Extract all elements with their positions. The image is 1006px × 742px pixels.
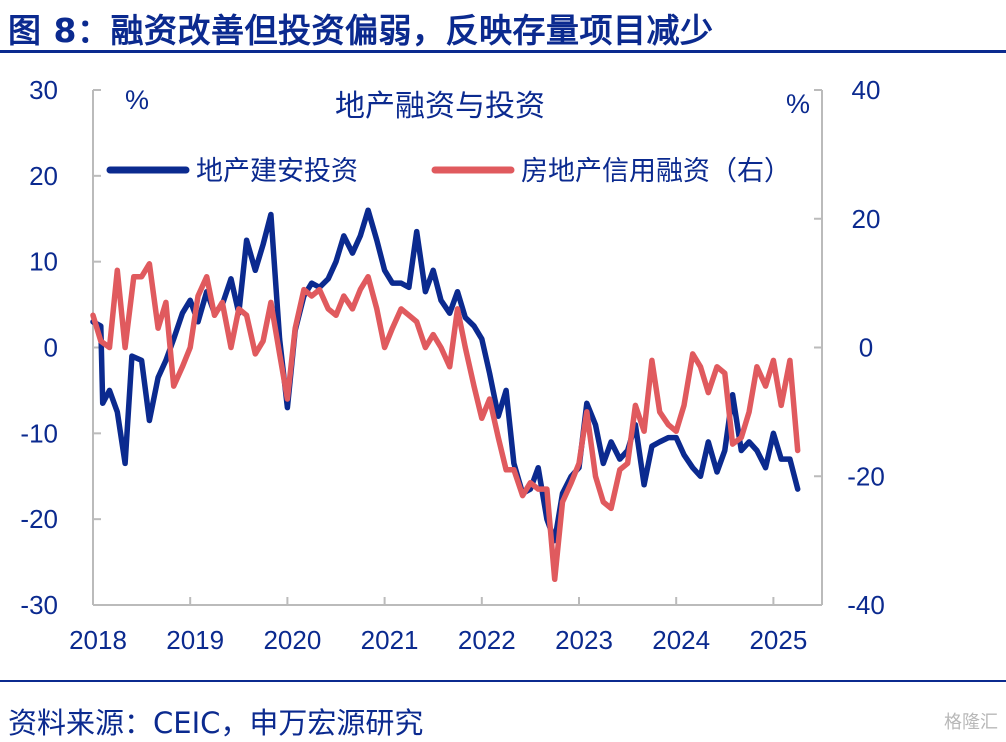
right-axis-ticks: -40 -20 0 20 40	[814, 75, 885, 620]
x-tick-label: 2022	[458, 625, 516, 655]
left-tick-label: 0	[44, 333, 58, 363]
x-tick-label: 2018	[69, 625, 127, 655]
left-tick-label: -30	[20, 590, 58, 620]
x-tick-label: 2019	[166, 625, 224, 655]
title-rule	[0, 50, 1006, 53]
right-tick-label: 20	[852, 204, 881, 234]
x-tick-label: 2021	[361, 625, 419, 655]
left-tick-label: 20	[29, 161, 58, 191]
series-line-financing	[90, 261, 801, 583]
source-note: 资料来源：CEIC，申万宏源研究	[8, 706, 424, 740]
line-chart: -30 -20 -10 0 10 20 30 -40 -20 0 20 40 2018 2019 202…	[20, 75, 885, 655]
x-tick-label: 2025	[749, 625, 807, 655]
x-tick-label: 2020	[263, 625, 321, 655]
x-tick-label: 2024	[652, 625, 710, 655]
x-axis-ticks: 2018 2019 2020 2021 2022 2023 2024 2025	[69, 597, 807, 655]
chart-series	[90, 207, 801, 583]
right-tick-label: 40	[852, 75, 881, 105]
series-line-investment	[90, 207, 801, 544]
left-axis-ticks: -30 -20 -10 0 10 20 30	[20, 75, 101, 620]
legend-label-financing: 房地产信用融资（右）	[521, 156, 791, 187]
left-tick-label: 30	[29, 75, 58, 105]
watermark-logo: 格隆汇	[944, 712, 998, 733]
left-tick-label: -10	[20, 418, 58, 448]
legend-label-investment: 地产建安投资	[196, 156, 358, 187]
figure-title: 图 8：融资改善但投资偏弱，反映存量项目减少	[8, 11, 714, 50]
right-tick-label: -40	[847, 590, 885, 620]
left-axis-unit: %	[125, 85, 149, 115]
left-tick-label: -20	[20, 504, 58, 534]
right-axis-unit: %	[786, 89, 810, 119]
x-tick-label: 2023	[555, 625, 613, 655]
right-tick-label: 0	[859, 333, 873, 363]
chart-title: 地产融资与投资	[335, 89, 545, 124]
source-rule	[0, 680, 1006, 682]
right-tick-label: -20	[847, 461, 885, 491]
left-tick-label: 10	[29, 247, 58, 277]
chart-legend: 地产建安投资 房地产信用融资（右）	[106, 156, 791, 187]
